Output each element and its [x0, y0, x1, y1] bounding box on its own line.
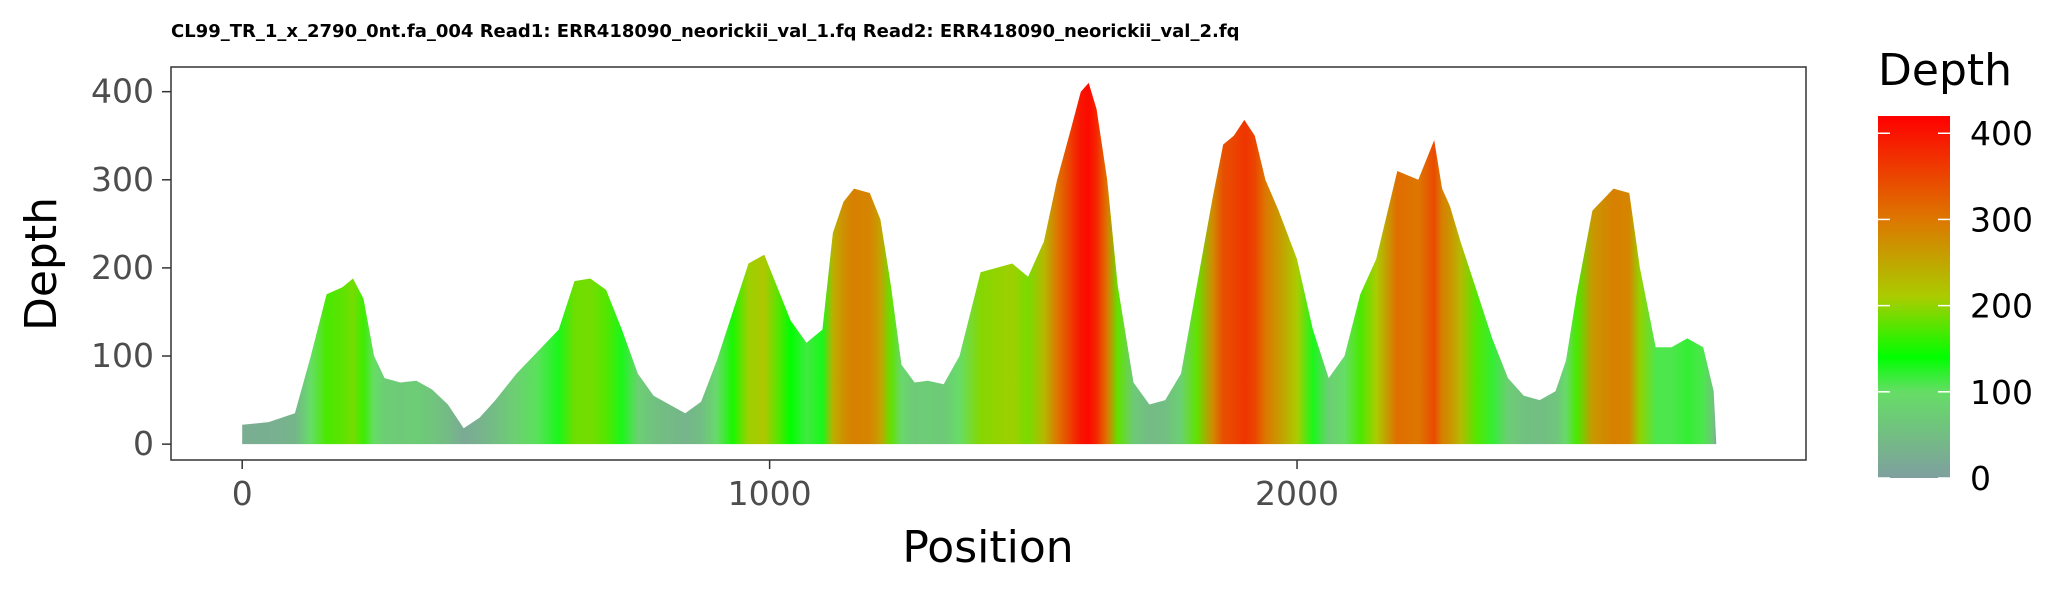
legend-title: Depth [1878, 45, 2012, 96]
plot-border [170, 66, 1807, 461]
y-tick-label: 100 [91, 336, 154, 375]
y-axis: 0 100 200 300 400 [91, 72, 171, 463]
y-tick-label: 0 [133, 424, 154, 463]
y-tick-label: 300 [91, 160, 154, 199]
legend-tick-label: 0 [1970, 459, 1991, 498]
y-axis-title: Depth [16, 197, 67, 331]
chart-title: CL99_TR_1_x_2790_0nt.fa_004 Read1: ERR41… [171, 21, 1240, 42]
x-tick-label: 2000 [1255, 474, 1339, 513]
x-axis: 0 1000 2000 [232, 460, 1339, 513]
x-axis-title: Position [902, 522, 1073, 573]
x-tick-label: 0 [232, 474, 253, 513]
plot-area [170, 66, 1807, 461]
x-tick-label: 1000 [728, 474, 812, 513]
legend-tick-label: 200 [1970, 287, 2033, 326]
legend-tick-label: 300 [1970, 200, 2033, 239]
color-legend: Depth 0 100 200 300 400 [1878, 45, 2033, 498]
legend-tick-label: 100 [1970, 373, 2033, 412]
y-tick-label: 200 [91, 248, 154, 287]
legend-colorbar [1878, 116, 1950, 478]
depth-area [242, 82, 1735, 445]
y-tick-label: 400 [91, 72, 154, 111]
legend-tick-label: 400 [1970, 114, 2033, 153]
